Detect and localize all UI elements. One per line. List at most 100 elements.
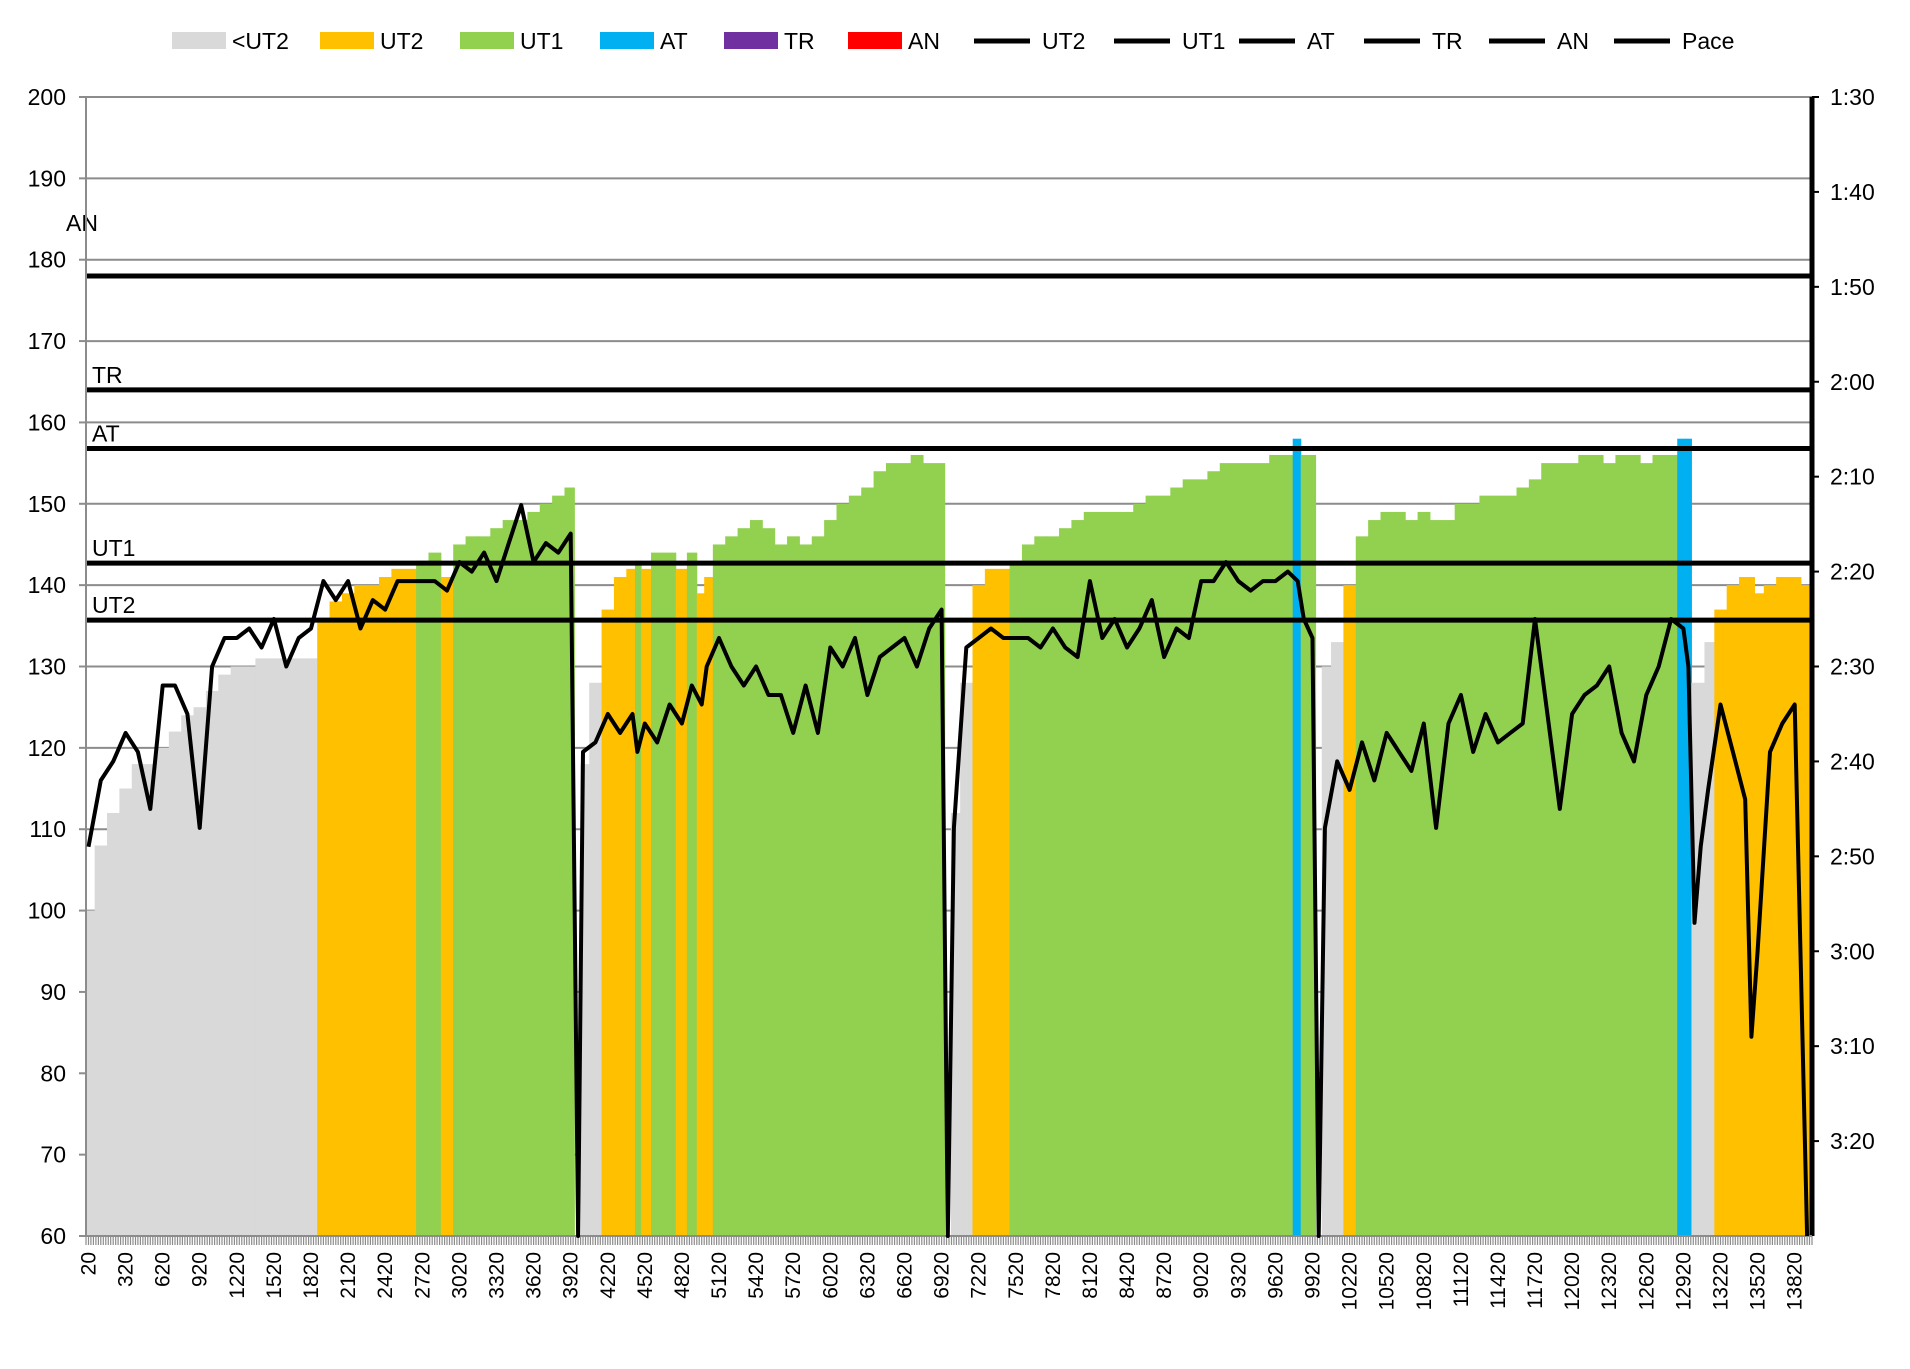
legend-swatch-lt-ut2: [172, 32, 226, 49]
x-tick-label: 20: [77, 1252, 100, 1275]
hr-bar: [898, 463, 912, 1236]
hr-bar: [935, 463, 946, 1236]
x-tick-label: 11120: [1450, 1252, 1473, 1307]
legend-label: Pace: [1682, 28, 1734, 54]
hr-bar: [181, 715, 195, 1236]
hr-bar: [453, 544, 467, 1236]
hr-bar: [131, 764, 145, 1236]
x-tick-label: 3620: [523, 1252, 546, 1299]
hr-bar: [1256, 463, 1270, 1236]
hr-bar: [1157, 495, 1171, 1236]
legend-label: UT1: [520, 28, 563, 54]
hr-bar: [1726, 585, 1740, 1236]
zone-label-at: AT: [92, 420, 120, 446]
y-left-tick-label: 70: [40, 1142, 66, 1168]
hr-bar: [634, 560, 642, 1236]
y-right-tick-label: 2:10: [1830, 464, 1875, 490]
hr-bar: [1697, 682, 1705, 1236]
hr-bar: [1748, 577, 1756, 1236]
hr-bar: [465, 536, 479, 1236]
axes: 60 70 80 90 100 110 120 130 140 150 160 170 180 190 20…: [28, 84, 1875, 1310]
zone-label-tr: TR: [92, 362, 123, 388]
hr-bar: [1380, 511, 1394, 1237]
hr-bar: [1021, 544, 1035, 1236]
y-right-tick-label: 1:40: [1830, 179, 1875, 205]
legend-swatch-tr: [724, 32, 778, 49]
legend-swatch-ut2: [320, 32, 374, 49]
x-tick-label: 1520: [263, 1252, 286, 1299]
hr-bar: [641, 568, 652, 1236]
hr-bar: [1442, 520, 1456, 1236]
y-right-tick-label: 1:50: [1830, 274, 1875, 300]
y-left-tick-label: 60: [40, 1223, 66, 1249]
x-tick-label: 5120: [708, 1252, 731, 1299]
y-left-tick-label: 100: [28, 898, 66, 924]
hr-bar: [663, 552, 677, 1236]
hr-bar: [317, 617, 331, 1236]
hr-bar: [580, 764, 590, 1236]
hr-bar: [292, 658, 306, 1236]
hr-bar: [230, 666, 244, 1236]
hr-bar: [774, 544, 788, 1236]
hr-bar: [824, 520, 837, 1236]
hr-bar: [1133, 503, 1147, 1236]
hr-bar: [972, 585, 986, 1236]
y-left-tick-label: 90: [40, 979, 66, 1005]
x-tick-label: 9920: [1301, 1252, 1324, 1299]
hr-bar: [267, 658, 281, 1236]
hr-bar: [787, 536, 800, 1236]
x-tick-label: 12320: [1598, 1252, 1621, 1310]
hr-bar: [651, 552, 664, 1236]
hr-bar: [416, 560, 429, 1236]
hr-bar: [873, 471, 887, 1236]
hr-bar: [1528, 479, 1542, 1237]
pace-line-group: [86, 503, 1810, 1238]
hr-bar: [1281, 454, 1294, 1236]
hr-bar: [1343, 585, 1357, 1236]
x-tick-label: 8720: [1153, 1252, 1176, 1299]
hr-bar: [1516, 487, 1530, 1236]
hr-bar: [428, 552, 442, 1236]
hr-bar: [675, 568, 688, 1236]
x-tick-label: 11420: [1487, 1252, 1510, 1309]
hr-bar: [1170, 487, 1184, 1236]
hr-bar: [1096, 511, 1109, 1237]
x-tick-label: 13220: [1710, 1252, 1733, 1310]
hr-bar: [243, 666, 256, 1236]
hr-bar: [1059, 528, 1072, 1236]
y-left-tick-label: 120: [28, 735, 66, 761]
hr-bar: [1405, 520, 1419, 1236]
hr-bar: [984, 568, 998, 1236]
hr-bar: [1578, 454, 1592, 1236]
hr-bar: [502, 520, 516, 1236]
y-left-tick-label: 200: [28, 84, 66, 110]
hr-bar: [341, 593, 355, 1236]
y-left-tick-label: 150: [28, 491, 66, 517]
hr-bar: [885, 463, 899, 1236]
hr-bar: [1308, 454, 1317, 1236]
y-left-tick-label: 130: [28, 654, 66, 680]
hr-bar: [923, 463, 936, 1236]
x-tick-label: 6620: [893, 1252, 916, 1299]
hr-bar: [1244, 463, 1258, 1236]
legend-swatch-an: [848, 32, 902, 49]
hr-bar: [94, 845, 108, 1236]
hr-bar: [1677, 438, 1687, 1236]
legend-label: UT2: [380, 28, 423, 54]
y-left-tick-label: 80: [40, 1060, 66, 1086]
hr-bar: [440, 577, 454, 1236]
hr-bar: [1182, 479, 1196, 1237]
y-left-tick-label: 190: [28, 165, 66, 191]
hr-bar: [1553, 463, 1567, 1236]
hr-bar: [490, 528, 504, 1236]
x-tick-label: 6020: [819, 1252, 842, 1299]
legend-label: TR: [784, 28, 815, 54]
zone-label-an: AN: [66, 210, 98, 236]
hr-bar: [811, 536, 825, 1236]
hr-bar: [366, 585, 380, 1236]
hr-bar: [329, 601, 343, 1236]
hr-bar: [1300, 454, 1309, 1236]
y-left-tick-label: 110: [29, 816, 66, 842]
legend-label: AT: [1307, 28, 1335, 54]
